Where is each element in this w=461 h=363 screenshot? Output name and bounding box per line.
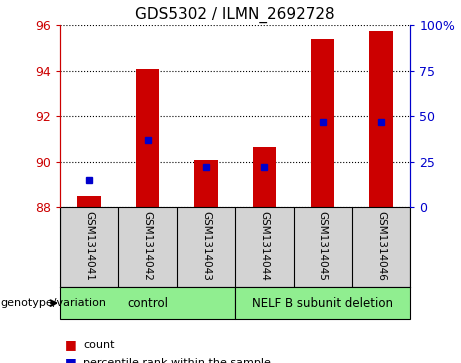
Bar xyxy=(136,69,159,207)
Bar xyxy=(369,31,393,207)
Bar xyxy=(253,147,276,207)
Text: ■: ■ xyxy=(65,356,76,363)
Text: GSM1314042: GSM1314042 xyxy=(142,211,153,281)
Bar xyxy=(194,160,218,207)
Bar xyxy=(235,287,410,319)
Bar xyxy=(77,196,101,207)
Text: GSM1314046: GSM1314046 xyxy=(376,211,386,281)
Title: GDS5302 / ILMN_2692728: GDS5302 / ILMN_2692728 xyxy=(135,7,335,23)
Text: GSM1314041: GSM1314041 xyxy=(84,211,94,281)
Text: GSM1314043: GSM1314043 xyxy=(201,211,211,281)
Bar xyxy=(311,39,334,207)
Text: percentile rank within the sample: percentile rank within the sample xyxy=(83,358,271,363)
Text: NELF B subunit deletion: NELF B subunit deletion xyxy=(252,297,393,310)
Bar xyxy=(60,287,235,319)
Text: ■: ■ xyxy=(65,338,76,351)
Text: count: count xyxy=(83,340,114,350)
Text: control: control xyxy=(127,297,168,310)
Text: GSM1314045: GSM1314045 xyxy=(318,211,328,281)
Text: GSM1314044: GSM1314044 xyxy=(259,211,269,281)
Text: genotype/variation: genotype/variation xyxy=(0,298,106,308)
